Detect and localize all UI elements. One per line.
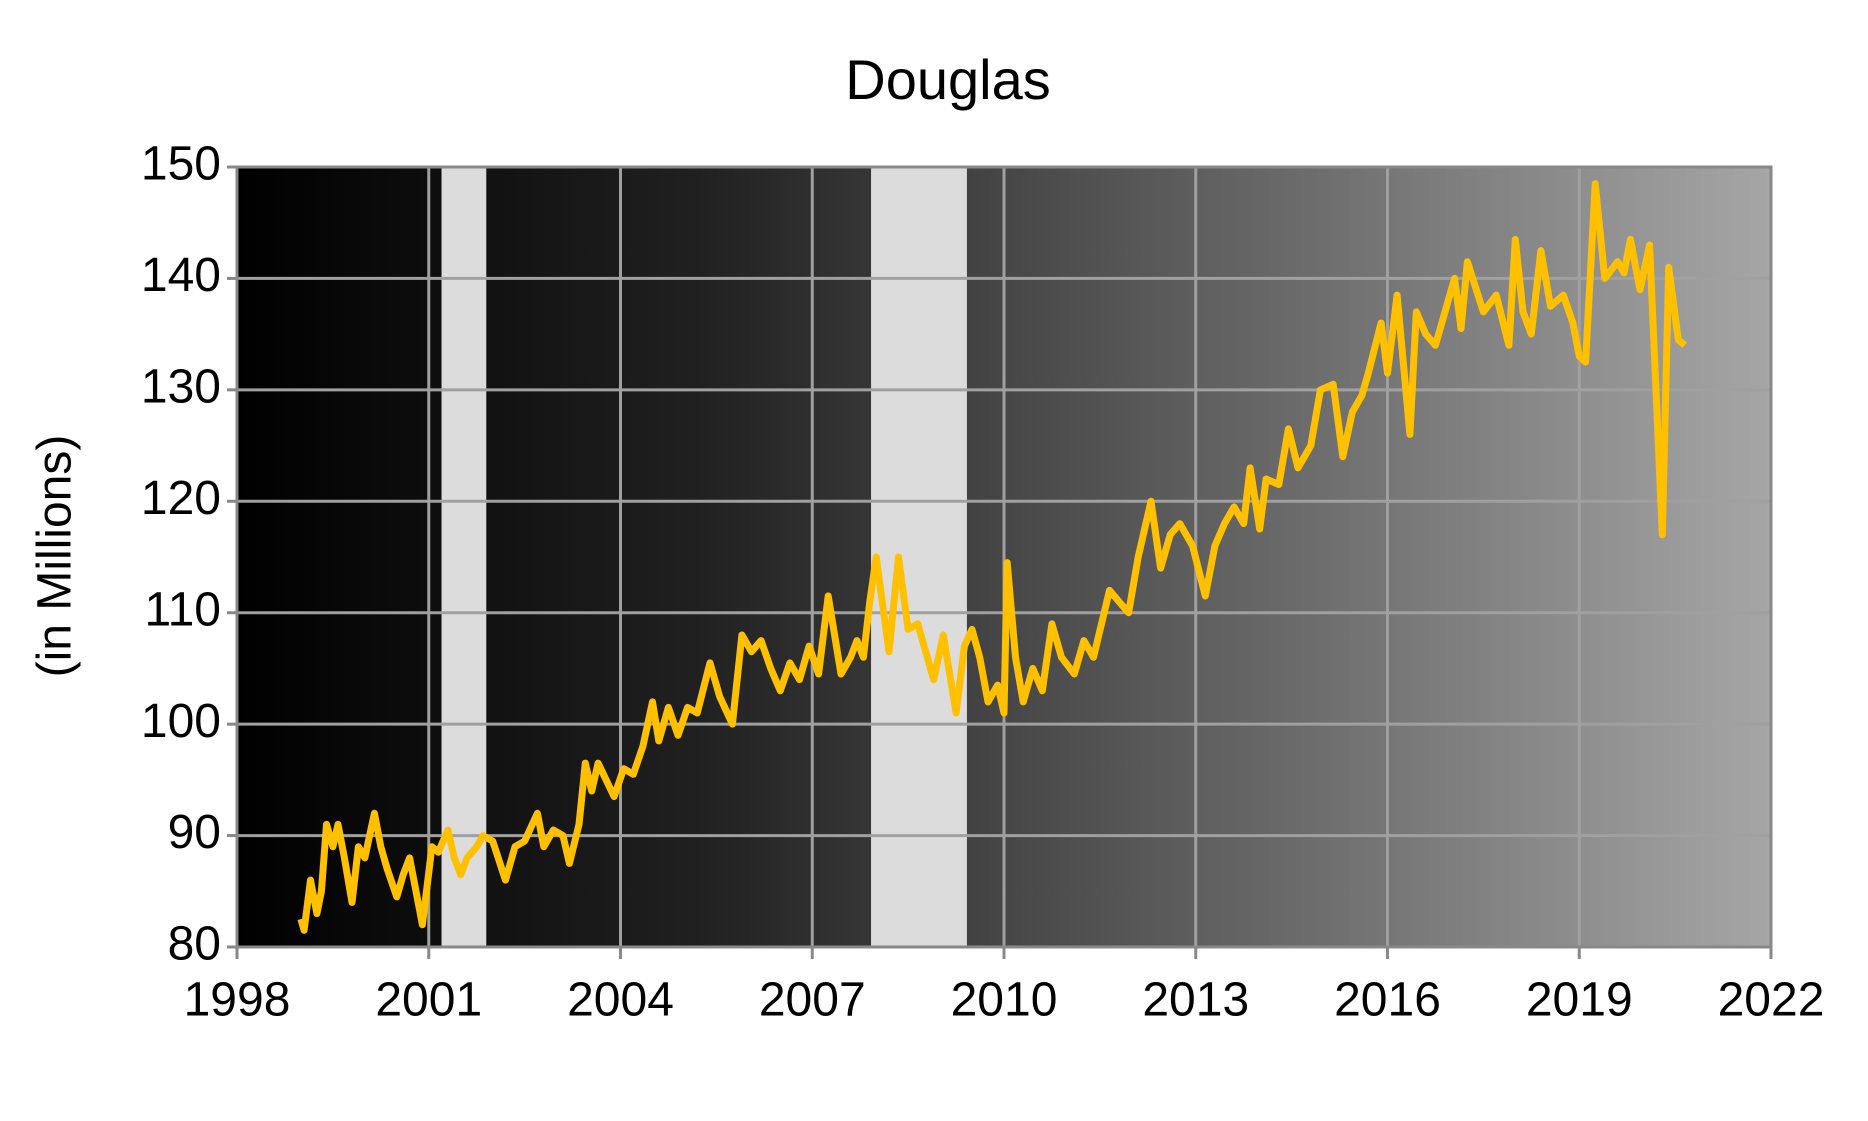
x-tick-label: 2010 [951, 974, 1058, 1027]
x-tick-label: 2022 [1718, 974, 1825, 1027]
y-tick-label: 90 [168, 806, 221, 859]
x-tick-label: 2004 [567, 974, 674, 1027]
y-tick-label: 110 [144, 583, 221, 636]
plot-border [235, 165, 1773, 949]
y-tick-label: 130 [141, 361, 221, 414]
x-tick-label: 2019 [1526, 974, 1633, 1027]
y-axis-label: (in Millions) [29, 435, 82, 678]
x-tick-label: 2001 [375, 974, 482, 1027]
chart-title: Douglas [845, 48, 1050, 111]
recession-band [441, 167, 487, 947]
y-tick-label: 120 [141, 472, 221, 525]
data-line [297, 180, 1688, 934]
y-tick-label: 100 [141, 695, 221, 748]
x-tick-label: 1998 [184, 974, 291, 1027]
y-tick-label: 140 [141, 249, 221, 302]
x-tick-label: 2016 [1334, 974, 1441, 1027]
x-tick-label: 2007 [759, 974, 866, 1027]
recession-band [871, 167, 967, 947]
y-tick-label: 150 [141, 138, 221, 191]
x-tick-label: 2013 [1142, 974, 1249, 1027]
y-tick-label: 80 [168, 918, 221, 971]
